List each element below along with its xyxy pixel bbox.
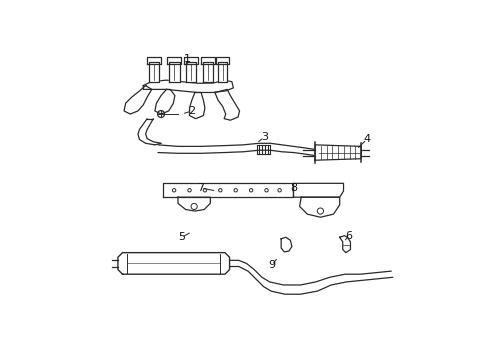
Polygon shape [186, 62, 196, 82]
Polygon shape [215, 89, 240, 120]
Polygon shape [149, 62, 159, 82]
Polygon shape [163, 183, 294, 197]
Polygon shape [167, 57, 181, 64]
Polygon shape [178, 197, 210, 211]
Text: 3: 3 [261, 132, 268, 142]
Polygon shape [300, 197, 340, 217]
Polygon shape [203, 62, 213, 82]
Polygon shape [217, 57, 229, 64]
Polygon shape [118, 253, 229, 274]
Polygon shape [340, 236, 350, 253]
Polygon shape [169, 62, 179, 82]
Text: 6: 6 [345, 231, 352, 241]
Text: 2: 2 [188, 106, 196, 116]
Polygon shape [201, 57, 215, 64]
Polygon shape [184, 57, 198, 64]
Polygon shape [218, 62, 227, 82]
Polygon shape [190, 93, 205, 119]
Text: 5: 5 [178, 232, 185, 242]
Polygon shape [281, 237, 292, 252]
Polygon shape [147, 57, 161, 64]
Text: 9: 9 [269, 260, 275, 270]
Polygon shape [294, 183, 343, 197]
Text: 4: 4 [363, 134, 370, 144]
Polygon shape [124, 86, 152, 114]
Polygon shape [143, 80, 233, 93]
Text: 1: 1 [184, 54, 191, 64]
Text: 7: 7 [197, 183, 205, 193]
Text: 8: 8 [290, 183, 297, 193]
Polygon shape [315, 145, 361, 160]
Polygon shape [155, 89, 175, 114]
